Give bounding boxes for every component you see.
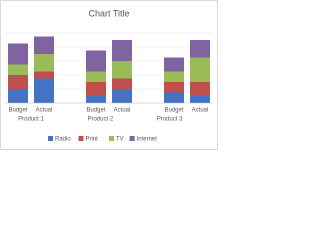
bar-segment — [164, 57, 184, 72]
bar-segment — [8, 89, 28, 103]
chart-title: Chart Title — [88, 8, 129, 18]
bar-segment — [8, 43, 28, 65]
legend-label: Internet — [137, 137, 158, 143]
bar-segment — [190, 96, 210, 103]
bar-segment — [164, 82, 184, 93]
bar-segment — [86, 50, 106, 72]
bar-segment — [112, 89, 132, 103]
legend-label: Print — [86, 137, 99, 143]
bar-segment — [34, 78, 54, 103]
bar-segment — [190, 57, 210, 82]
x-tick-label: Budget — [86, 108, 105, 114]
bar-segment — [8, 75, 28, 89]
legend-swatch — [78, 136, 84, 141]
bar-segment — [112, 78, 132, 89]
group-label: Product 2 — [87, 117, 113, 123]
group-label: Product 3 — [157, 117, 183, 123]
chart: Chart Title Budget Actual Budget Actual Budg… — [0, 0, 218, 150]
x-tick-label: Actual — [36, 108, 53, 114]
bar-segment — [86, 82, 106, 96]
legend-swatch — [48, 136, 53, 141]
legend-swatch — [109, 136, 114, 141]
bar-segment — [164, 71, 184, 82]
x-tick-label: Actual — [114, 108, 131, 114]
bar-segment — [34, 36, 54, 54]
bar-segment — [190, 40, 210, 58]
x-tick-label: Budget — [164, 108, 183, 114]
bar-segment — [86, 96, 106, 103]
bar-segment — [34, 54, 54, 72]
bar-segment — [112, 61, 132, 79]
bar-segment — [164, 92, 184, 103]
bar-segment — [190, 82, 210, 96]
legend-swatch — [129, 136, 135, 141]
bar-segment — [86, 71, 106, 82]
legend-label: TV — [116, 137, 124, 143]
x-tick-label: Budget — [8, 108, 27, 114]
x-tick-label: Actual — [192, 108, 209, 114]
legend-label: Radio — [55, 137, 71, 143]
bar-segment — [8, 64, 28, 75]
group-label: Product 1 — [18, 117, 44, 123]
bar-segment — [112, 40, 132, 61]
bar-segment — [34, 71, 54, 79]
